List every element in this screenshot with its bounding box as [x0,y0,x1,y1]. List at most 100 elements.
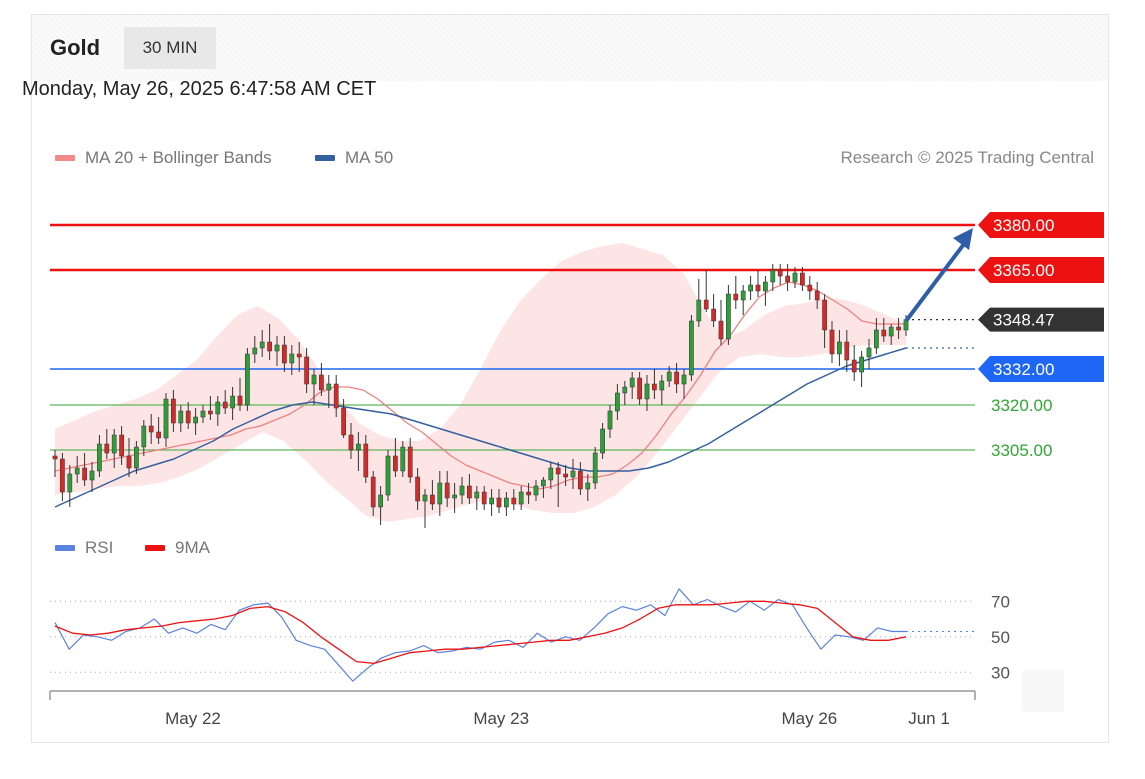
pivot-tag [978,356,1104,382]
rsi-line [54,588,906,682]
candle-body [807,284,813,292]
candle-body [570,470,576,478]
candle-body [696,299,702,322]
candle-body [733,293,739,301]
x-tick-label: Jun 1 [908,709,950,728]
legend-rsi: RSI [55,538,113,558]
resistance-tag [978,212,1104,238]
candle-body [74,467,80,475]
chart-header: Gold 30 MIN [32,15,1108,81]
pivot-value: 3332.00 [993,360,1054,379]
last-price-value: 3348.47 [993,311,1054,330]
timestamp: Monday, May 26, 2025 6:47:58 AM CET [22,78,377,100]
rsi-tick-label: 70 [991,592,1010,611]
candle-body [585,482,591,490]
candle-body [156,431,161,439]
candle-body [718,320,724,340]
candle-body [866,347,872,358]
candle-body [511,497,517,505]
candle-body [430,494,435,505]
candle-body [60,458,65,493]
candle-body [874,329,879,349]
candle-body [104,443,110,454]
candle-body [422,494,428,502]
candle-body [837,341,842,355]
candle-body [526,491,531,496]
candle-body [148,425,154,433]
instrument-title: Gold [50,35,101,60]
candle-body [296,353,302,358]
candle-body [400,446,406,472]
legend-ma20: MA 20 + Bollinger Bands [55,148,272,168]
rsi-ma-swatch [145,545,165,551]
resistance-tag [978,257,1104,283]
candle-body [689,320,694,376]
candle-body [215,401,221,415]
candle-body [119,434,124,457]
candle-body [681,374,687,385]
candle-body [459,485,465,496]
candle-body [474,491,480,499]
candle-body [126,455,132,469]
candle-body [89,470,95,481]
candle-body [548,467,554,481]
ma50-swatch [315,155,335,161]
rsi-ma-label: 9MA [175,538,210,557]
candle-body [607,410,613,430]
candle-body [859,356,864,373]
candle-body [489,497,494,505]
candle-body [319,374,324,391]
candle-body [393,455,398,472]
candle-body [407,446,413,478]
candle-body [52,455,58,460]
rsi-9ma-line [54,600,907,665]
rsi-tick-label: 50 [991,628,1010,647]
rsi-tick-label: 30 [991,663,1010,682]
candle-body [844,341,850,361]
candle-body [200,410,206,418]
candle-body [282,344,287,364]
last-price-tag [978,307,1104,332]
candle-body [637,377,642,400]
candle-body [563,473,568,478]
candle-body [533,485,539,496]
candle-body [703,299,709,310]
candle-body [452,494,457,499]
candle-body [711,308,716,322]
candle-body [800,272,805,286]
timeframe-badge[interactable]: 30 MIN [124,27,216,69]
candle-body [370,476,376,508]
rsi-label: RSI [85,538,114,557]
candle-body [289,353,295,364]
candle-body [237,395,243,406]
candle-body [274,344,280,352]
candle-body [896,326,901,331]
candle-body [615,392,620,412]
candle-body [814,290,820,301]
candle-body [185,410,191,424]
watermark-box [1022,670,1064,712]
candle-body [178,410,184,424]
ma20-label: MA 20 + Bollinger Bands [85,148,272,167]
candle-body [748,284,753,292]
resistance-value: 3380.00 [993,216,1054,235]
candle-body [444,482,450,499]
candle-body [326,383,332,391]
candle-body [134,446,139,469]
candle-body [304,356,309,385]
candle-body [822,299,827,331]
support-label: 3320.00 [991,396,1052,415]
resistance-value: 3365.00 [993,261,1054,280]
candle-body [267,341,272,352]
candle-body [82,467,87,481]
candle-body [222,401,228,409]
candle-body [67,473,73,493]
candle-body [252,347,258,355]
candle-body [629,377,635,388]
candle-body [518,491,524,505]
candle-body [363,443,369,478]
candle-body [888,326,894,337]
candle-body [652,383,657,391]
candle-body [230,395,235,409]
bollinger-band [55,243,906,522]
